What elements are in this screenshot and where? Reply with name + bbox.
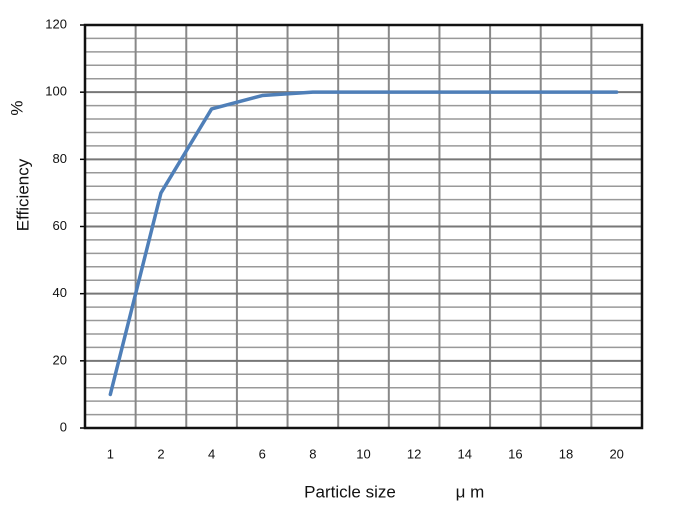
x-tick-label: 18 bbox=[559, 446, 573, 461]
x-tick-label: 20 bbox=[609, 446, 623, 461]
x-tick-label: 8 bbox=[309, 446, 316, 461]
x-axis-unit: μ m bbox=[456, 482, 485, 501]
x-tick-label: 1 bbox=[107, 446, 114, 461]
x-tick-label: 6 bbox=[259, 446, 266, 461]
y-tick-label: 40 bbox=[53, 285, 67, 300]
y-axis-unit: % bbox=[7, 100, 26, 115]
y-tick-label: 20 bbox=[53, 352, 67, 367]
plot-border bbox=[83, 23, 644, 430]
y-tick-label: 100 bbox=[45, 84, 67, 99]
x-tick-label: 14 bbox=[458, 446, 472, 461]
x-axis-title: Particle size bbox=[304, 482, 396, 501]
y-tick-label: 120 bbox=[45, 16, 67, 31]
x-tick-label: 16 bbox=[508, 446, 522, 461]
x-tick-label: 4 bbox=[208, 446, 215, 461]
x-tick-label: 10 bbox=[356, 446, 370, 461]
data-line bbox=[108, 90, 619, 397]
x-tick-label: 12 bbox=[407, 446, 421, 461]
y-tick-label: 80 bbox=[53, 151, 67, 166]
y-tick-label: 60 bbox=[53, 218, 67, 233]
y-tick-label: 0 bbox=[60, 419, 67, 434]
y-axis-title: Efficiency bbox=[13, 158, 32, 231]
x-tick-label: 2 bbox=[157, 446, 164, 461]
